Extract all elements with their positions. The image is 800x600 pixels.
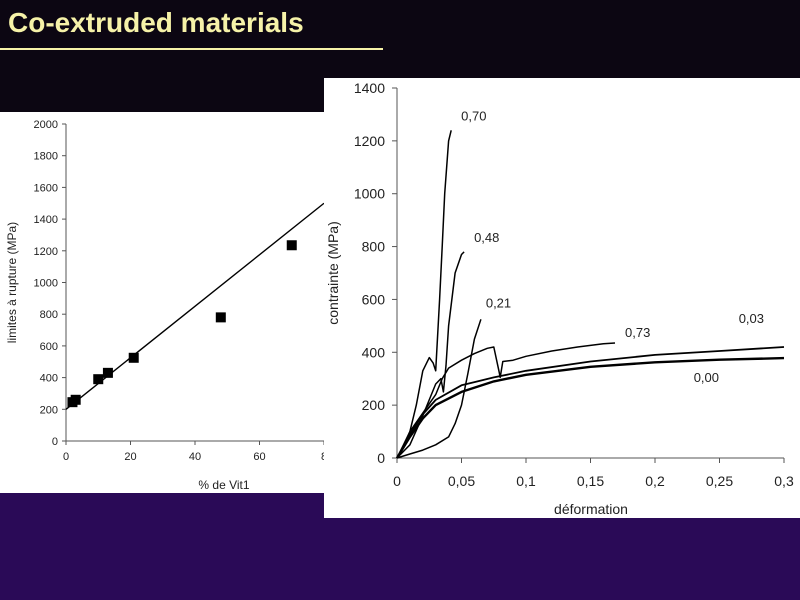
data-point [70,394,81,405]
y-tick-label: 0 [377,450,385,466]
y-tick-label: 1400 [34,214,58,226]
fracture-strength-chart-panel: 0 200 400 600 800 1000 1200 1400 1600 1800 2000 0 20… [0,112,325,493]
x-tick-label: 20 [124,451,136,463]
y-tick-label: 400 [362,344,386,360]
y-axis-label: limites à rupture (MPa) [5,222,19,343]
curve-label: 0,48 [474,230,499,245]
curve-label: 0,21 [486,295,511,310]
data-point [102,367,113,378]
y-axis-label: contrainte (MPa) [325,221,341,324]
curve-0-70 [396,130,452,459]
y-tick-label: 1200 [354,133,385,149]
curve-0-73 [396,342,616,459]
x-tick-label: 60 [253,451,265,463]
data-point [128,352,139,363]
x-tick-label: 0,05 [448,473,475,489]
y-tick-label: 1600 [34,182,58,194]
y-tick-label: 600 [362,291,386,307]
curve-label: 0,03 [739,311,764,326]
y-tick-label: 2000 [34,119,58,131]
y-tick-label: 1400 [354,80,385,96]
curve-0-00 [395,356,785,459]
x-tick-label: 40 [189,451,201,463]
y-tick-label: 200 [40,404,58,416]
x-tick-label: 8 [321,451,325,463]
curve-label: 0,70 [461,108,486,123]
y-tick-label: 1000 [354,186,385,202]
data-point [93,374,104,385]
x-tick-label: 0 [63,451,69,463]
y-tick-label: 600 [40,341,58,353]
x-tick-label: 0 [393,473,401,489]
x-tick-label: 0,1 [516,473,536,489]
title-underline [0,48,383,50]
y-tick-label: 800 [40,309,58,321]
curve-0-03 [396,346,785,459]
y-tick-label: 1000 [34,278,58,290]
y-tick-label: 0 [52,436,58,448]
y-tick-label: 1800 [34,151,58,163]
x-axis-label: % de Vit1 [198,478,249,492]
slide-title: Co-extruded materials [8,7,304,38]
x-tick-label: 0,2 [645,473,665,489]
data-point [215,312,226,323]
fracture-strength-chart: 0 200 400 600 800 1000 1200 1400 1600 1800 2000 0 20… [5,119,325,492]
y-tick-label: 400 [40,373,58,385]
curve-0-21 [396,319,482,459]
curve-label: 0,00 [694,370,719,385]
stress-strain-chart-panel: 0 200 400 600 800 1000 1200 1400 0 0,05 0,1 0,15 0,2… [324,78,800,518]
x-axis-label: déformation [554,501,628,517]
curve-label: 0,73 [625,325,650,340]
x-tick-label: 0,15 [577,473,604,489]
x-tick-label: 0,3 [774,473,794,489]
data-point [286,240,297,251]
x-tick-label: 0,25 [706,473,733,489]
linear-fit-line [65,202,325,410]
stress-strain-chart: 0 200 400 600 800 1000 1200 1400 0 0,05 0,1 0,15 0,2… [325,80,794,517]
y-tick-label: 200 [362,397,386,413]
y-tick-label: 800 [362,239,386,255]
y-tick-label: 1200 [34,246,58,258]
